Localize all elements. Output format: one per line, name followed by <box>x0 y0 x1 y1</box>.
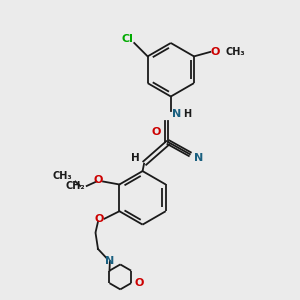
Text: O: O <box>93 175 102 185</box>
Text: O: O <box>135 278 144 288</box>
Text: CH₃: CH₃ <box>53 171 72 181</box>
Text: O: O <box>151 127 160 136</box>
Text: N: N <box>194 153 203 163</box>
Text: N: N <box>105 256 114 266</box>
Text: H: H <box>131 153 140 163</box>
Text: CH₂: CH₂ <box>66 181 85 191</box>
Text: H: H <box>183 109 191 119</box>
Text: O: O <box>211 47 220 57</box>
Text: N: N <box>172 109 181 119</box>
Text: Cl: Cl <box>122 34 134 44</box>
Text: CH₃: CH₃ <box>226 47 245 57</box>
Text: O: O <box>94 214 104 224</box>
